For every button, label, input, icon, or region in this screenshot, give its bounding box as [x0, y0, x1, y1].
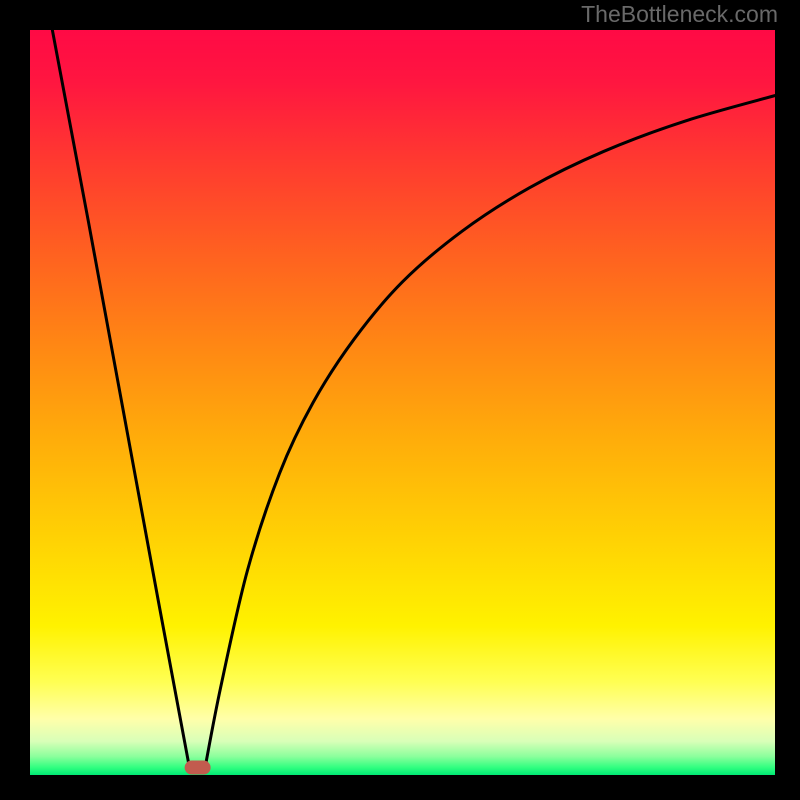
dip-marker — [185, 761, 211, 775]
chart-stage: TheBottleneck.com — [0, 0, 800, 800]
watermark-text: TheBottleneck.com — [581, 1, 778, 27]
plot-background — [30, 30, 775, 775]
chart-svg: TheBottleneck.com — [0, 0, 800, 800]
